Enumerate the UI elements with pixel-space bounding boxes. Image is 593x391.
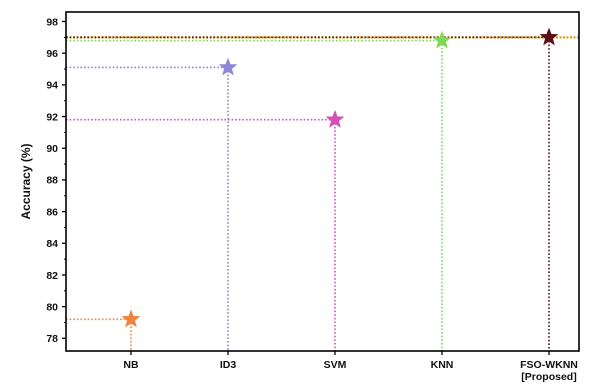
x-category-sublabel: [Proposed] [521,371,576,383]
y-axis-label: Accuracy (%) [19,143,33,219]
data-star [432,30,452,49]
y-tick-label: 88 [46,175,58,187]
x-category-label: FSO-WKNN [520,359,578,371]
x-categories: NB ID3 SVM KNN FSO-WKNN[Proposed] [123,351,578,383]
guide-lines [66,36,579,351]
y-tick-label: 90 [46,143,58,155]
x-category-label: NB [123,359,139,371]
y-tick-label: 86 [46,206,58,218]
data-star [218,57,238,76]
y-tick-label: 78 [46,333,58,345]
y-tick-label: 94 [46,80,58,92]
y-tick-label: 96 [46,48,58,60]
y-ticks: 78 80 82 84 86 88 90 92 94 96 98 [46,16,66,345]
data-star [325,109,345,128]
x-category-label: SVM [324,359,347,371]
y-tick-label: 92 [46,111,58,123]
y-tick-label: 98 [46,16,58,28]
y-tick-label: 84 [46,238,58,250]
data-star [121,309,141,328]
axes [65,11,580,352]
x-category-label: KNN [431,359,454,371]
x-category-label: ID3 [220,359,237,371]
data-star [539,27,559,46]
y-tick-label: 82 [46,270,58,282]
y-tick-label: 80 [46,301,58,313]
plot-frame [65,11,580,352]
data-markers [121,27,559,328]
